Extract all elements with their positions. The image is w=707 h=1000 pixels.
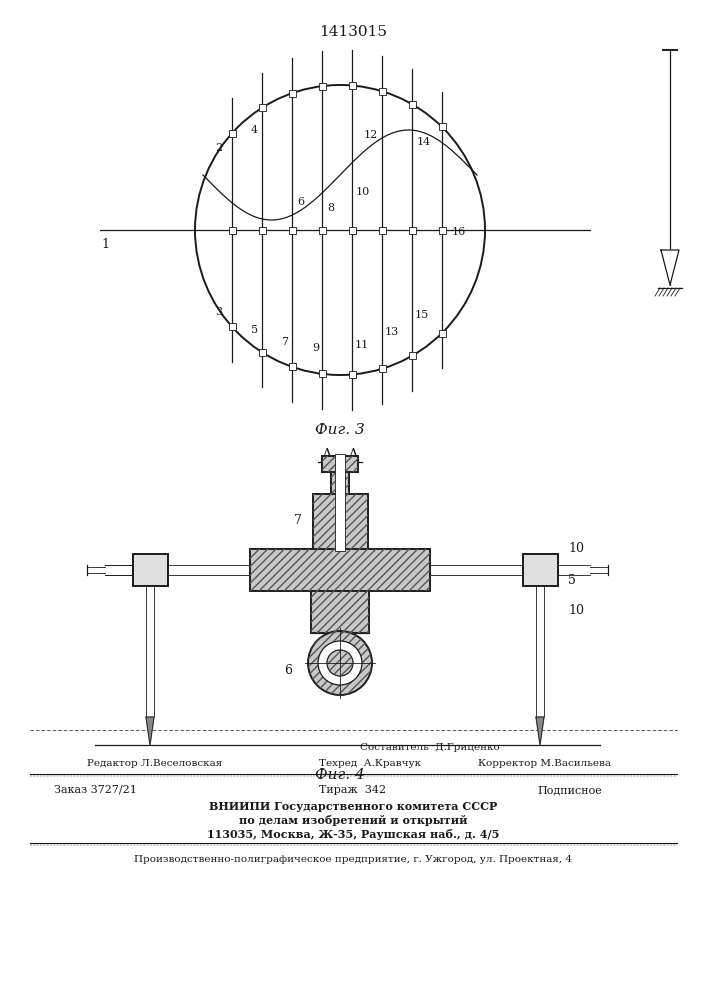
Bar [378,365,385,372]
Bar [311,631,369,633]
Bar [228,130,235,137]
Text: 15: 15 [415,310,429,320]
Bar [259,227,266,233]
Bar [259,349,266,356]
Text: по делам изобретений и открытий: по делам изобретений и открытий [239,814,467,826]
Bar [349,371,356,378]
Text: Подписное: Подписное [537,785,602,795]
Text: 13: 13 [385,327,399,337]
Bar [438,123,445,130]
Bar [438,330,445,337]
Text: 16: 16 [452,227,466,237]
Bar [312,494,368,549]
Bar [311,591,369,633]
Text: Редактор Л.Веселовская: Редактор Л.Веселовская [88,758,223,768]
Text: 8: 8 [368,550,376,564]
Bar [522,554,558,586]
Text: Корректор М.Васильева: Корректор М.Васильева [479,758,612,768]
Bar [228,227,235,233]
Circle shape [308,631,372,695]
Text: 6: 6 [297,197,304,207]
Text: 14: 14 [417,137,431,147]
Text: 9: 9 [312,343,319,353]
Text: Составитель  Д.Гриценко: Составитель Д.Гриценко [360,744,500,752]
Text: 5: 5 [251,325,258,335]
Bar [318,83,325,90]
Text: 6: 6 [284,664,292,678]
Bar [322,456,358,472]
Bar [311,591,369,633]
Bar [349,227,356,233]
Bar [259,104,266,111]
Bar [331,472,349,494]
Bar [250,549,430,591]
Bar [322,456,358,472]
Bar [288,363,296,370]
Bar [250,549,430,591]
Text: 2: 2 [215,143,222,153]
Text: Фиг. 3: Фиг. 3 [315,423,365,437]
Text: Производственно-полиграфическое предприятие, г. Ужгород, ул. Проектная, 4: Производственно-полиграфическое предприя… [134,856,572,864]
Bar [409,352,416,359]
Bar [378,88,385,95]
Bar [288,227,296,233]
Polygon shape [146,717,154,745]
Text: 8: 8 [327,203,334,213]
Bar [318,370,325,377]
Text: Техред  А.Кравчук: Техред А.Кравчук [319,758,421,768]
Bar [228,323,235,330]
Text: 1413015: 1413015 [319,25,387,39]
Text: 11: 11 [355,340,369,350]
Text: 5: 5 [568,574,576,586]
Text: Фиг. 4: Фиг. 4 [315,768,365,782]
Text: 7: 7 [281,337,288,347]
Bar [349,82,356,89]
Text: 10: 10 [568,604,584,617]
Text: Заказ 3727/21: Заказ 3727/21 [54,785,136,795]
Text: 3: 3 [215,307,222,317]
Circle shape [327,650,353,676]
Text: 113035, Москва, Ж-35, Раушская наб., д. 4/5: 113035, Москва, Ж-35, Раушская наб., д. … [207,828,499,840]
Bar [335,454,345,551]
Text: Тираж  342: Тираж 342 [320,785,387,795]
Text: 2: 2 [360,666,368,680]
Bar [318,227,325,233]
Bar [288,90,296,97]
Text: 1: 1 [101,237,109,250]
Bar [409,227,416,233]
Text: 7: 7 [294,514,302,528]
Bar [312,494,368,549]
Bar [409,101,416,108]
Bar [311,631,369,633]
Text: 4: 4 [251,125,258,135]
Bar [132,554,168,586]
Bar [438,227,445,233]
Bar [378,227,385,233]
Text: А – А: А – А [322,448,358,462]
Text: 10: 10 [568,542,584,554]
Polygon shape [661,250,679,285]
Text: 12: 12 [363,130,378,140]
Circle shape [318,641,362,685]
Text: ВНИИПИ Государственного комитета СССР: ВНИИПИ Государственного комитета СССР [209,800,497,812]
Polygon shape [536,717,544,745]
Text: 10: 10 [356,187,370,197]
Text: 9: 9 [350,495,358,508]
Bar [331,472,349,494]
